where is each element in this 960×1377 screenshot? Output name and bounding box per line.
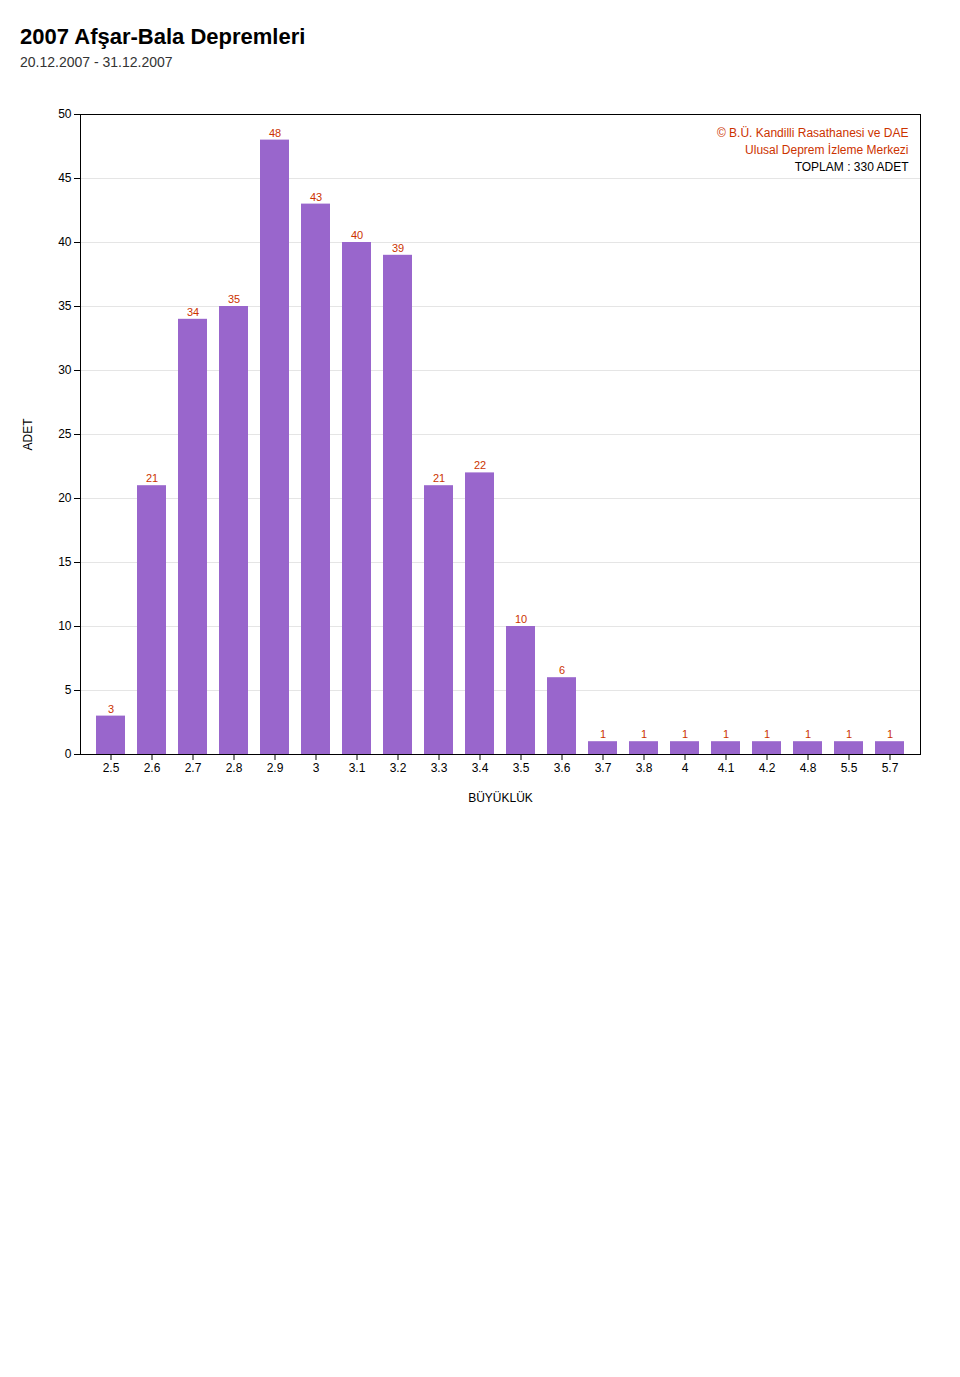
svg-text:1: 1: [682, 728, 688, 740]
svg-text:34: 34: [187, 306, 199, 318]
svg-text:3.4: 3.4: [472, 761, 489, 775]
svg-text:1: 1: [641, 728, 647, 740]
svg-text:25: 25: [58, 427, 72, 441]
svg-text:21: 21: [433, 472, 445, 484]
svg-text:21: 21: [146, 472, 158, 484]
svg-text:1: 1: [600, 728, 606, 740]
svg-text:1: 1: [723, 728, 729, 740]
svg-text:4.1: 4.1: [718, 761, 735, 775]
svg-text:3: 3: [313, 761, 320, 775]
svg-text:BÜYÜKLÜK: BÜYÜKLÜK: [468, 791, 533, 805]
svg-text:15: 15: [58, 555, 72, 569]
svg-text:Ulusal Deprem İzleme Merkezi: Ulusal Deprem İzleme Merkezi: [745, 143, 908, 157]
svg-text:3.2: 3.2: [390, 761, 407, 775]
svg-text:6: 6: [559, 664, 565, 676]
svg-text:30: 30: [58, 363, 72, 377]
svg-text:0: 0: [65, 747, 72, 761]
svg-text:43: 43: [310, 191, 322, 203]
svg-text:3: 3: [108, 703, 114, 715]
svg-text:© B.Ü. Kandilli Rasathanesi ve: © B.Ü. Kandilli Rasathanesi ve DAE: [717, 126, 909, 140]
svg-text:50: 50: [58, 107, 72, 121]
svg-text:40: 40: [58, 235, 72, 249]
svg-text:2.8: 2.8: [226, 761, 243, 775]
svg-text:22: 22: [474, 459, 486, 471]
svg-text:35: 35: [228, 293, 240, 305]
svg-text:35: 35: [58, 299, 72, 313]
svg-text:2.5: 2.5: [103, 761, 120, 775]
svg-text:20: 20: [58, 491, 72, 505]
svg-text:3.1: 3.1: [349, 761, 366, 775]
svg-text:4.8: 4.8: [800, 761, 817, 775]
svg-text:4: 4: [682, 761, 689, 775]
svg-text:3.6: 3.6: [554, 761, 571, 775]
svg-text:39: 39: [392, 242, 404, 254]
svg-text:1: 1: [764, 728, 770, 740]
svg-text:5.5: 5.5: [841, 761, 858, 775]
svg-text:1: 1: [846, 728, 852, 740]
svg-text:5.7: 5.7: [882, 761, 899, 775]
svg-text:3.7: 3.7: [595, 761, 612, 775]
svg-text:10: 10: [58, 619, 72, 633]
svg-text:48: 48: [269, 127, 281, 139]
svg-text:1: 1: [887, 728, 893, 740]
svg-text:2.9: 2.9: [267, 761, 284, 775]
svg-text:40: 40: [351, 229, 363, 241]
svg-text:ADET: ADET: [21, 418, 35, 451]
html-text:20.12.2007 - 31.12.2007: 20.12.2007 - 31.12.2007: [20, 54, 173, 70]
svg-text:3.3: 3.3: [431, 761, 448, 775]
svg-text:5: 5: [65, 683, 72, 697]
svg-text:1: 1: [805, 728, 811, 740]
svg-text:10: 10: [515, 613, 527, 625]
svg-text:4.2: 4.2: [759, 761, 776, 775]
svg-text:2.7: 2.7: [185, 761, 202, 775]
svg-text:45: 45: [58, 171, 72, 185]
svg-text:2.6: 2.6: [144, 761, 161, 775]
svg-text:3.5: 3.5: [513, 761, 530, 775]
svg-text:3.8: 3.8: [636, 761, 653, 775]
svg-text:TOPLAM : 330 ADET: TOPLAM : 330 ADET: [795, 160, 909, 174]
html-text:2007 Afşar-Bala Depremleri: 2007 Afşar-Bala Depremleri: [20, 24, 306, 49]
